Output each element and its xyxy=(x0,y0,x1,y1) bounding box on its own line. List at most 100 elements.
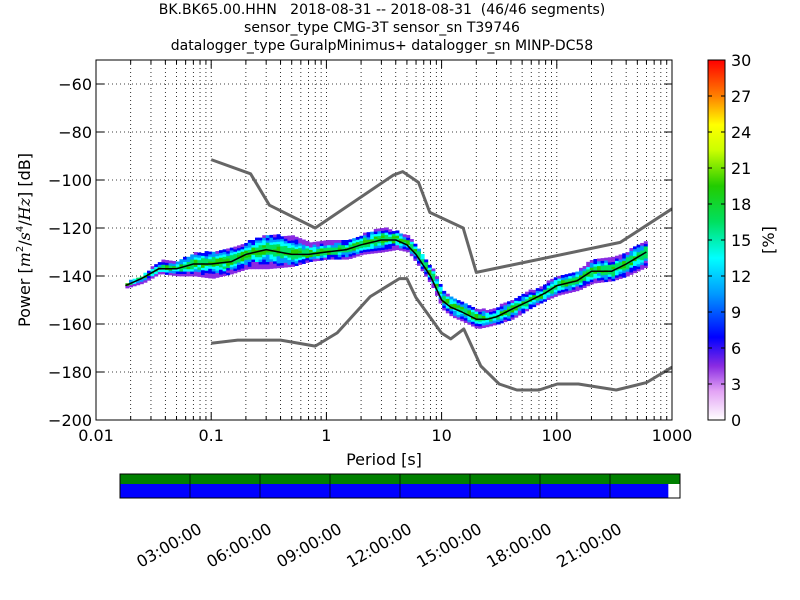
psd-density-cell xyxy=(276,239,281,242)
psd-density-cell xyxy=(467,312,472,316)
psd-density-cell xyxy=(607,264,612,268)
psd-density-cell xyxy=(427,276,432,280)
psd-density-cell xyxy=(355,241,360,245)
psd-density-cell xyxy=(507,313,512,317)
psd-density-cell xyxy=(607,259,612,263)
psd-density-cell xyxy=(251,254,256,258)
psd-density-cell xyxy=(622,255,627,259)
colorbar-tick-label: 27 xyxy=(731,87,751,106)
psd-density-cell xyxy=(262,252,267,255)
psd-density-cell xyxy=(460,304,465,307)
psd-density-cell xyxy=(460,306,465,310)
psd-density-cell xyxy=(204,253,209,257)
psd-density-cell xyxy=(255,252,260,255)
psd-density-cell xyxy=(431,273,436,277)
psd-density-cell xyxy=(269,234,274,238)
psd-density-cell xyxy=(244,254,249,258)
psd-density-cell xyxy=(327,252,332,255)
psd-density-cell xyxy=(514,302,519,306)
psd-density-cell xyxy=(517,310,522,314)
psd-density-cell xyxy=(298,247,303,251)
psd-density-cell xyxy=(435,293,440,296)
psd-density-cell xyxy=(305,245,310,249)
psd-density-cell xyxy=(247,244,252,248)
psd-density-cell xyxy=(535,302,540,306)
psd-density-cell xyxy=(276,263,281,266)
psd-density-cell xyxy=(319,240,324,244)
psd-density-cell xyxy=(330,254,335,258)
psd-density-cell xyxy=(373,245,378,249)
psd-density-cell xyxy=(640,257,645,261)
psd-density-cell xyxy=(503,319,508,323)
psd-density-cell xyxy=(323,254,328,258)
psd-density-cell xyxy=(301,256,306,260)
psd-density-cell xyxy=(341,256,346,260)
psd-density-cell xyxy=(543,284,548,288)
psd-density-cell xyxy=(553,294,558,297)
psd-density-cell xyxy=(622,260,627,264)
psd-density-cell xyxy=(244,242,249,246)
psd-density-cell xyxy=(168,272,173,276)
psd-density-cell xyxy=(283,245,288,249)
psd-density-cell xyxy=(517,305,522,309)
psd-density-cell xyxy=(273,265,278,269)
psd-density-cell xyxy=(611,264,616,267)
psd-density-cell xyxy=(255,259,260,262)
psd-density-cell xyxy=(604,279,609,283)
psd-density-cell xyxy=(334,252,339,255)
psd-density-cell xyxy=(377,240,382,244)
psd-density-cell xyxy=(301,258,306,262)
psd-density-cell xyxy=(355,239,360,243)
psd-density-cell xyxy=(499,303,504,307)
psd-density-cell xyxy=(273,244,278,247)
psd-density-cell xyxy=(323,245,328,249)
psd-density-cell xyxy=(535,292,540,296)
psd-density-cell xyxy=(481,320,486,324)
psd-density-cell xyxy=(611,261,616,265)
psd-density-cell xyxy=(291,259,296,263)
psd-density-cell xyxy=(341,247,346,250)
psd-density-cell xyxy=(636,249,641,253)
psd-density-cell xyxy=(247,240,252,243)
psd-density-cell xyxy=(388,241,393,245)
psd-density-cell xyxy=(377,233,382,237)
psd-density-cell xyxy=(586,276,591,280)
psd-density-cell xyxy=(525,294,530,297)
psd-density-cell xyxy=(514,312,519,316)
psd-density-cell xyxy=(471,306,476,310)
psd-density-cell xyxy=(208,261,213,264)
psd-density-cell xyxy=(636,254,641,258)
psd-density-cell xyxy=(582,280,587,284)
psd-density-cell xyxy=(633,253,638,257)
psd-density-cell xyxy=(597,260,602,264)
psd-density-cell xyxy=(435,283,440,287)
psd-density-cell xyxy=(233,253,238,257)
psd-density-cell xyxy=(229,252,234,256)
psd-density-cell xyxy=(262,235,267,238)
psd-density-cell xyxy=(471,311,476,315)
psd-density-cell xyxy=(449,310,454,314)
psd-density-cell xyxy=(600,265,605,269)
psd-density-cell xyxy=(355,236,360,240)
psd-density-cell xyxy=(381,249,386,253)
psd-density-cell xyxy=(381,232,386,236)
psd-density-cell xyxy=(273,239,278,243)
psd-density-cell xyxy=(633,255,638,259)
psd-density-cell xyxy=(582,282,587,286)
psd-density-cell xyxy=(283,235,288,239)
psd-density-cell xyxy=(528,301,533,305)
psd-density-cell xyxy=(539,286,544,290)
psd-density-cell xyxy=(323,247,328,251)
colorbar-tick-label: 24 xyxy=(731,123,751,142)
psd-density-cell xyxy=(237,259,242,263)
psd-density-cell xyxy=(251,261,256,265)
psd-density-cell xyxy=(175,261,180,265)
psd-density-cell xyxy=(294,260,299,264)
psd-density-cell xyxy=(309,249,314,253)
psd-density-cell xyxy=(237,245,242,249)
psd-density-cell xyxy=(499,308,504,312)
psd-density-cell xyxy=(622,267,627,271)
psd-density-cell xyxy=(417,255,422,259)
psd-density-cell xyxy=(345,254,350,258)
psd-density-cell xyxy=(280,253,285,256)
